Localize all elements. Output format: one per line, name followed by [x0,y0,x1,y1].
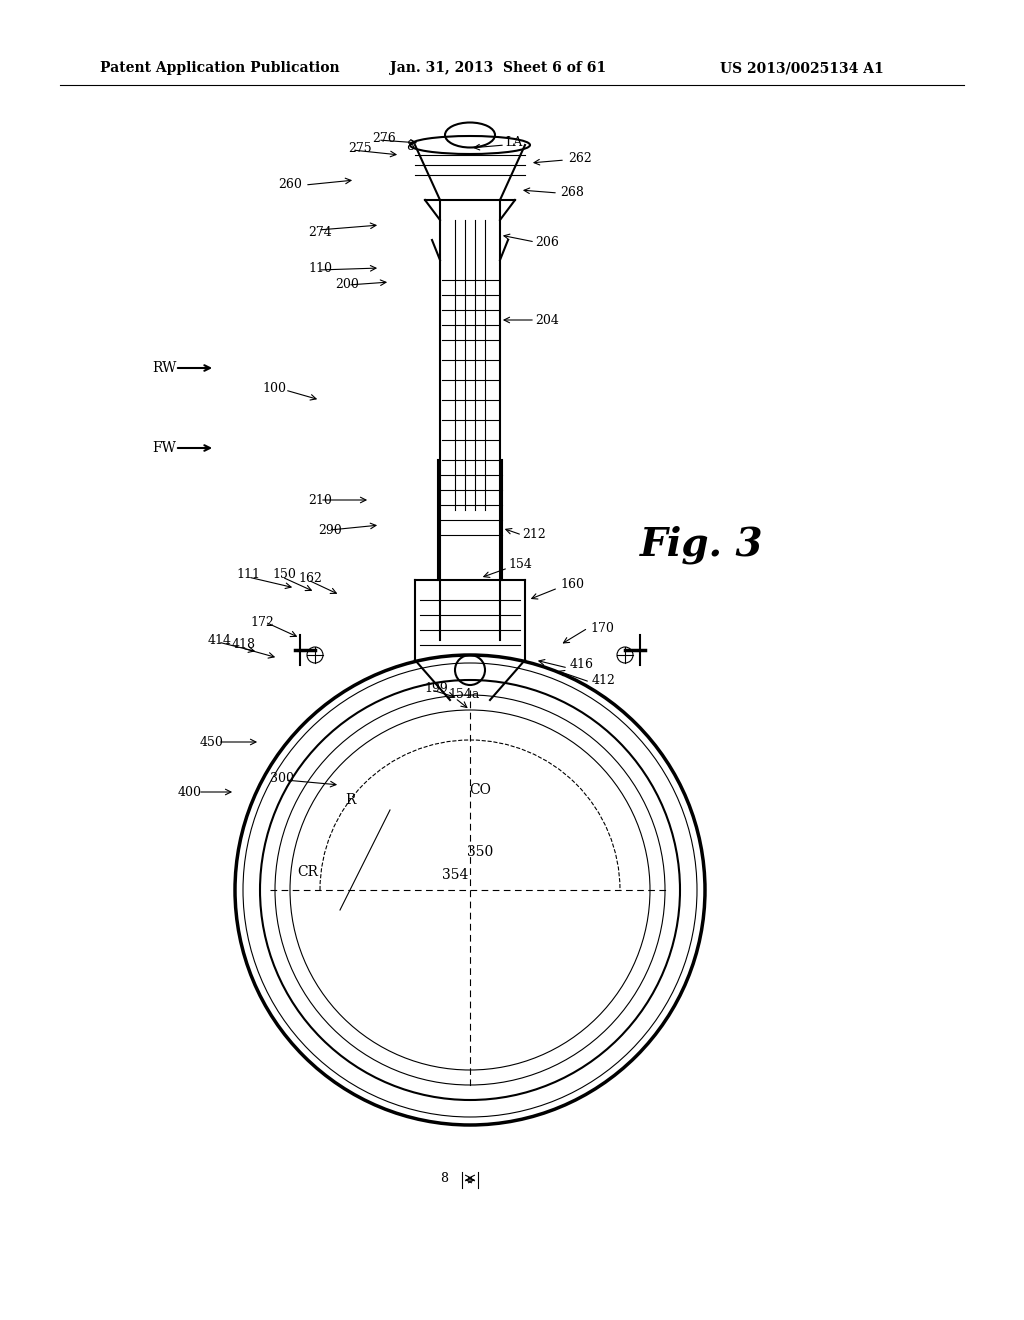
Text: 8: 8 [440,1172,449,1184]
Text: 418: 418 [232,639,256,652]
Text: 268: 268 [560,186,584,198]
Text: 416: 416 [570,659,594,672]
Text: 210: 210 [308,494,332,507]
Text: US 2013/0025134 A1: US 2013/0025134 A1 [720,61,884,75]
Text: 162: 162 [298,572,322,585]
Text: 275: 275 [348,141,372,154]
Text: 172: 172 [250,615,273,628]
Text: 262: 262 [568,152,592,165]
Text: 414: 414 [208,634,232,647]
Text: 170: 170 [590,622,613,635]
Text: 111: 111 [236,569,260,582]
Text: 412: 412 [592,673,615,686]
Text: 350: 350 [467,845,494,859]
Text: Patent Application Publication: Patent Application Publication [100,61,340,75]
Text: LA: LA [505,136,522,149]
Text: CR: CR [298,865,318,879]
Text: 8: 8 [406,140,414,153]
Text: 354: 354 [441,869,468,882]
Text: 200: 200 [335,279,358,292]
Text: 274: 274 [308,226,332,239]
Text: 276: 276 [372,132,395,144]
Text: 450: 450 [200,735,224,748]
Text: 400: 400 [178,785,202,799]
Text: FW: FW [152,441,176,455]
Text: 206: 206 [535,235,559,248]
Text: R: R [345,793,355,807]
Text: 204: 204 [535,314,559,326]
Text: 290: 290 [318,524,342,536]
Text: 150: 150 [272,569,296,582]
Text: CO: CO [469,783,490,797]
Text: 260: 260 [278,178,302,191]
Text: 212: 212 [522,528,546,541]
Text: RW: RW [152,360,176,375]
Text: 300: 300 [270,771,294,784]
Text: 160: 160 [560,578,584,591]
Text: Fig. 3: Fig. 3 [640,525,764,564]
Text: 154: 154 [508,558,531,572]
Text: 100: 100 [262,381,286,395]
Text: 199: 199 [424,681,447,694]
Text: Jan. 31, 2013  Sheet 6 of 61: Jan. 31, 2013 Sheet 6 of 61 [390,61,606,75]
Text: 110: 110 [308,261,332,275]
Text: 154a: 154a [449,688,479,701]
